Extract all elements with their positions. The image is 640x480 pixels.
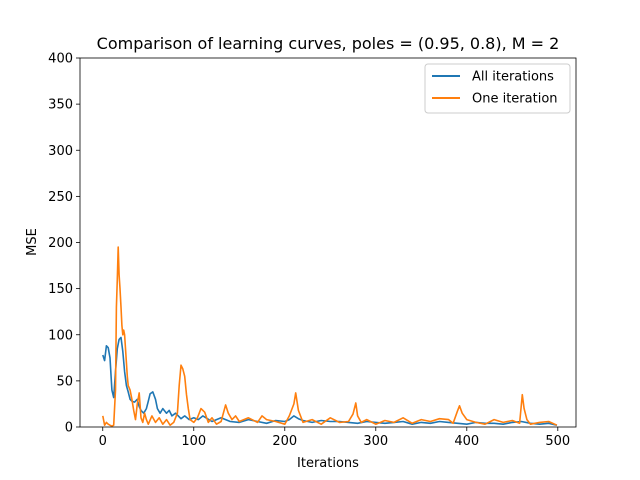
y-axis: 0 50 100 150 200 250 300 350 400 <box>48 52 80 436</box>
y-tick-label: 100 <box>48 328 73 343</box>
x-axis-label: Iterations <box>297 456 359 471</box>
chart-title: Comparison of learning curves, poles = (… <box>97 34 560 53</box>
y-tick-label: 0 <box>65 421 73 436</box>
y-tick-label: 50 <box>56 374 73 389</box>
x-tick-label: 100 <box>181 434 206 449</box>
x-tick-label: 500 <box>545 434 570 449</box>
y-tick-label: 200 <box>48 236 73 251</box>
x-tick-label: 300 <box>363 434 388 449</box>
x-tick-label: 400 <box>454 434 479 449</box>
x-tick-label: 0 <box>99 434 107 449</box>
x-tick-label: 200 <box>272 434 297 449</box>
series-line-one-iteration <box>102 246 558 427</box>
x-axis: 0 100 200 300 400 500 <box>99 427 570 449</box>
y-tick-label: 150 <box>48 282 73 297</box>
y-axis-label: MSE <box>25 228 40 256</box>
y-tick-label: 400 <box>48 52 73 67</box>
legend: All iterations One iteration <box>424 63 571 114</box>
y-tick-label: 250 <box>48 190 73 205</box>
y-tick-label: 300 <box>48 144 73 159</box>
legend-box <box>424 63 571 114</box>
legend-label: One iteration <box>472 92 558 107</box>
y-tick-label: 350 <box>48 98 73 113</box>
legend-label: All iterations <box>472 70 554 85</box>
